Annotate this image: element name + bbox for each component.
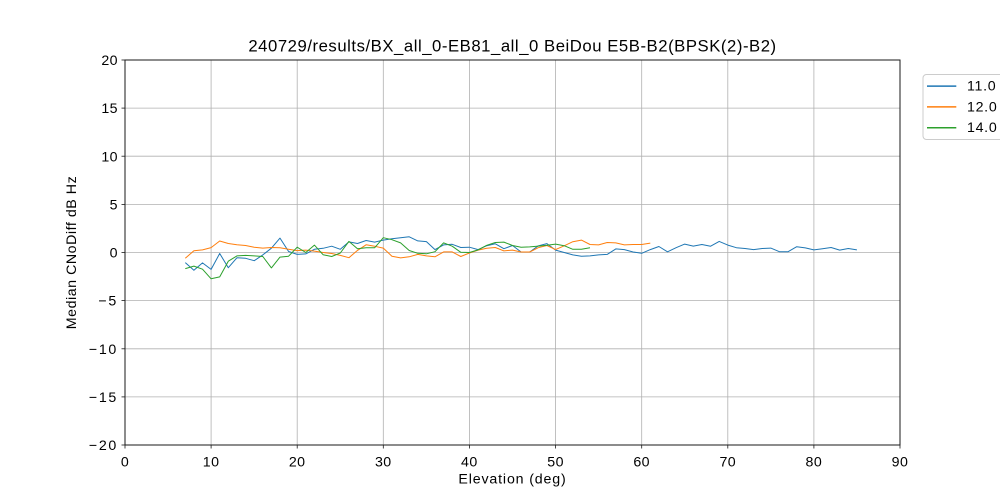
- svg-text:0: 0: [121, 455, 129, 471]
- svg-text:40: 40: [461, 455, 478, 471]
- svg-text:10: 10: [203, 455, 220, 471]
- svg-text:−20: −20: [89, 438, 118, 454]
- svg-text:10: 10: [101, 149, 118, 165]
- svg-text:240729/results/BX_all_0-EB81_a: 240729/results/BX_all_0-EB81_all_0 BeiDo…: [248, 37, 776, 56]
- svg-text:50: 50: [547, 455, 564, 471]
- svg-text:70: 70: [719, 455, 736, 471]
- svg-text:11.0: 11.0: [967, 79, 996, 95]
- svg-text:−15: −15: [89, 390, 118, 406]
- svg-text:−5: −5: [98, 294, 118, 310]
- svg-text:80: 80: [806, 455, 823, 471]
- svg-text:5: 5: [110, 198, 118, 214]
- svg-text:Median CNoDiff dB Hz: Median CNoDiff dB Hz: [64, 176, 80, 329]
- svg-text:60: 60: [633, 455, 650, 471]
- svg-text:20: 20: [101, 53, 118, 69]
- svg-text:20: 20: [289, 455, 306, 471]
- svg-text:0: 0: [110, 246, 118, 262]
- svg-text:90: 90: [892, 455, 909, 471]
- svg-text:15: 15: [101, 101, 118, 117]
- svg-text:30: 30: [375, 455, 392, 471]
- svg-text:Elevation (deg): Elevation (deg): [458, 472, 566, 488]
- svg-text:−10: −10: [89, 342, 118, 358]
- svg-text:14.0: 14.0: [967, 120, 997, 136]
- svg-text:12.0: 12.0: [967, 99, 997, 115]
